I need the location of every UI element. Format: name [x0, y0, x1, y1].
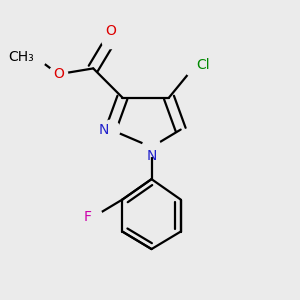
- Circle shape: [101, 30, 120, 49]
- Text: Cl: Cl: [197, 58, 210, 73]
- Circle shape: [184, 54, 207, 77]
- Circle shape: [186, 56, 205, 75]
- Circle shape: [49, 65, 68, 84]
- Text: CH₃: CH₃: [8, 50, 34, 64]
- Circle shape: [142, 138, 161, 156]
- Circle shape: [26, 47, 44, 66]
- Circle shape: [23, 45, 46, 68]
- Text: O: O: [105, 24, 116, 38]
- Text: O: O: [53, 67, 64, 81]
- Text: F: F: [84, 210, 92, 224]
- Circle shape: [84, 208, 103, 226]
- Text: N: N: [99, 123, 109, 136]
- Circle shape: [101, 120, 120, 139]
- Text: N: N: [146, 148, 157, 163]
